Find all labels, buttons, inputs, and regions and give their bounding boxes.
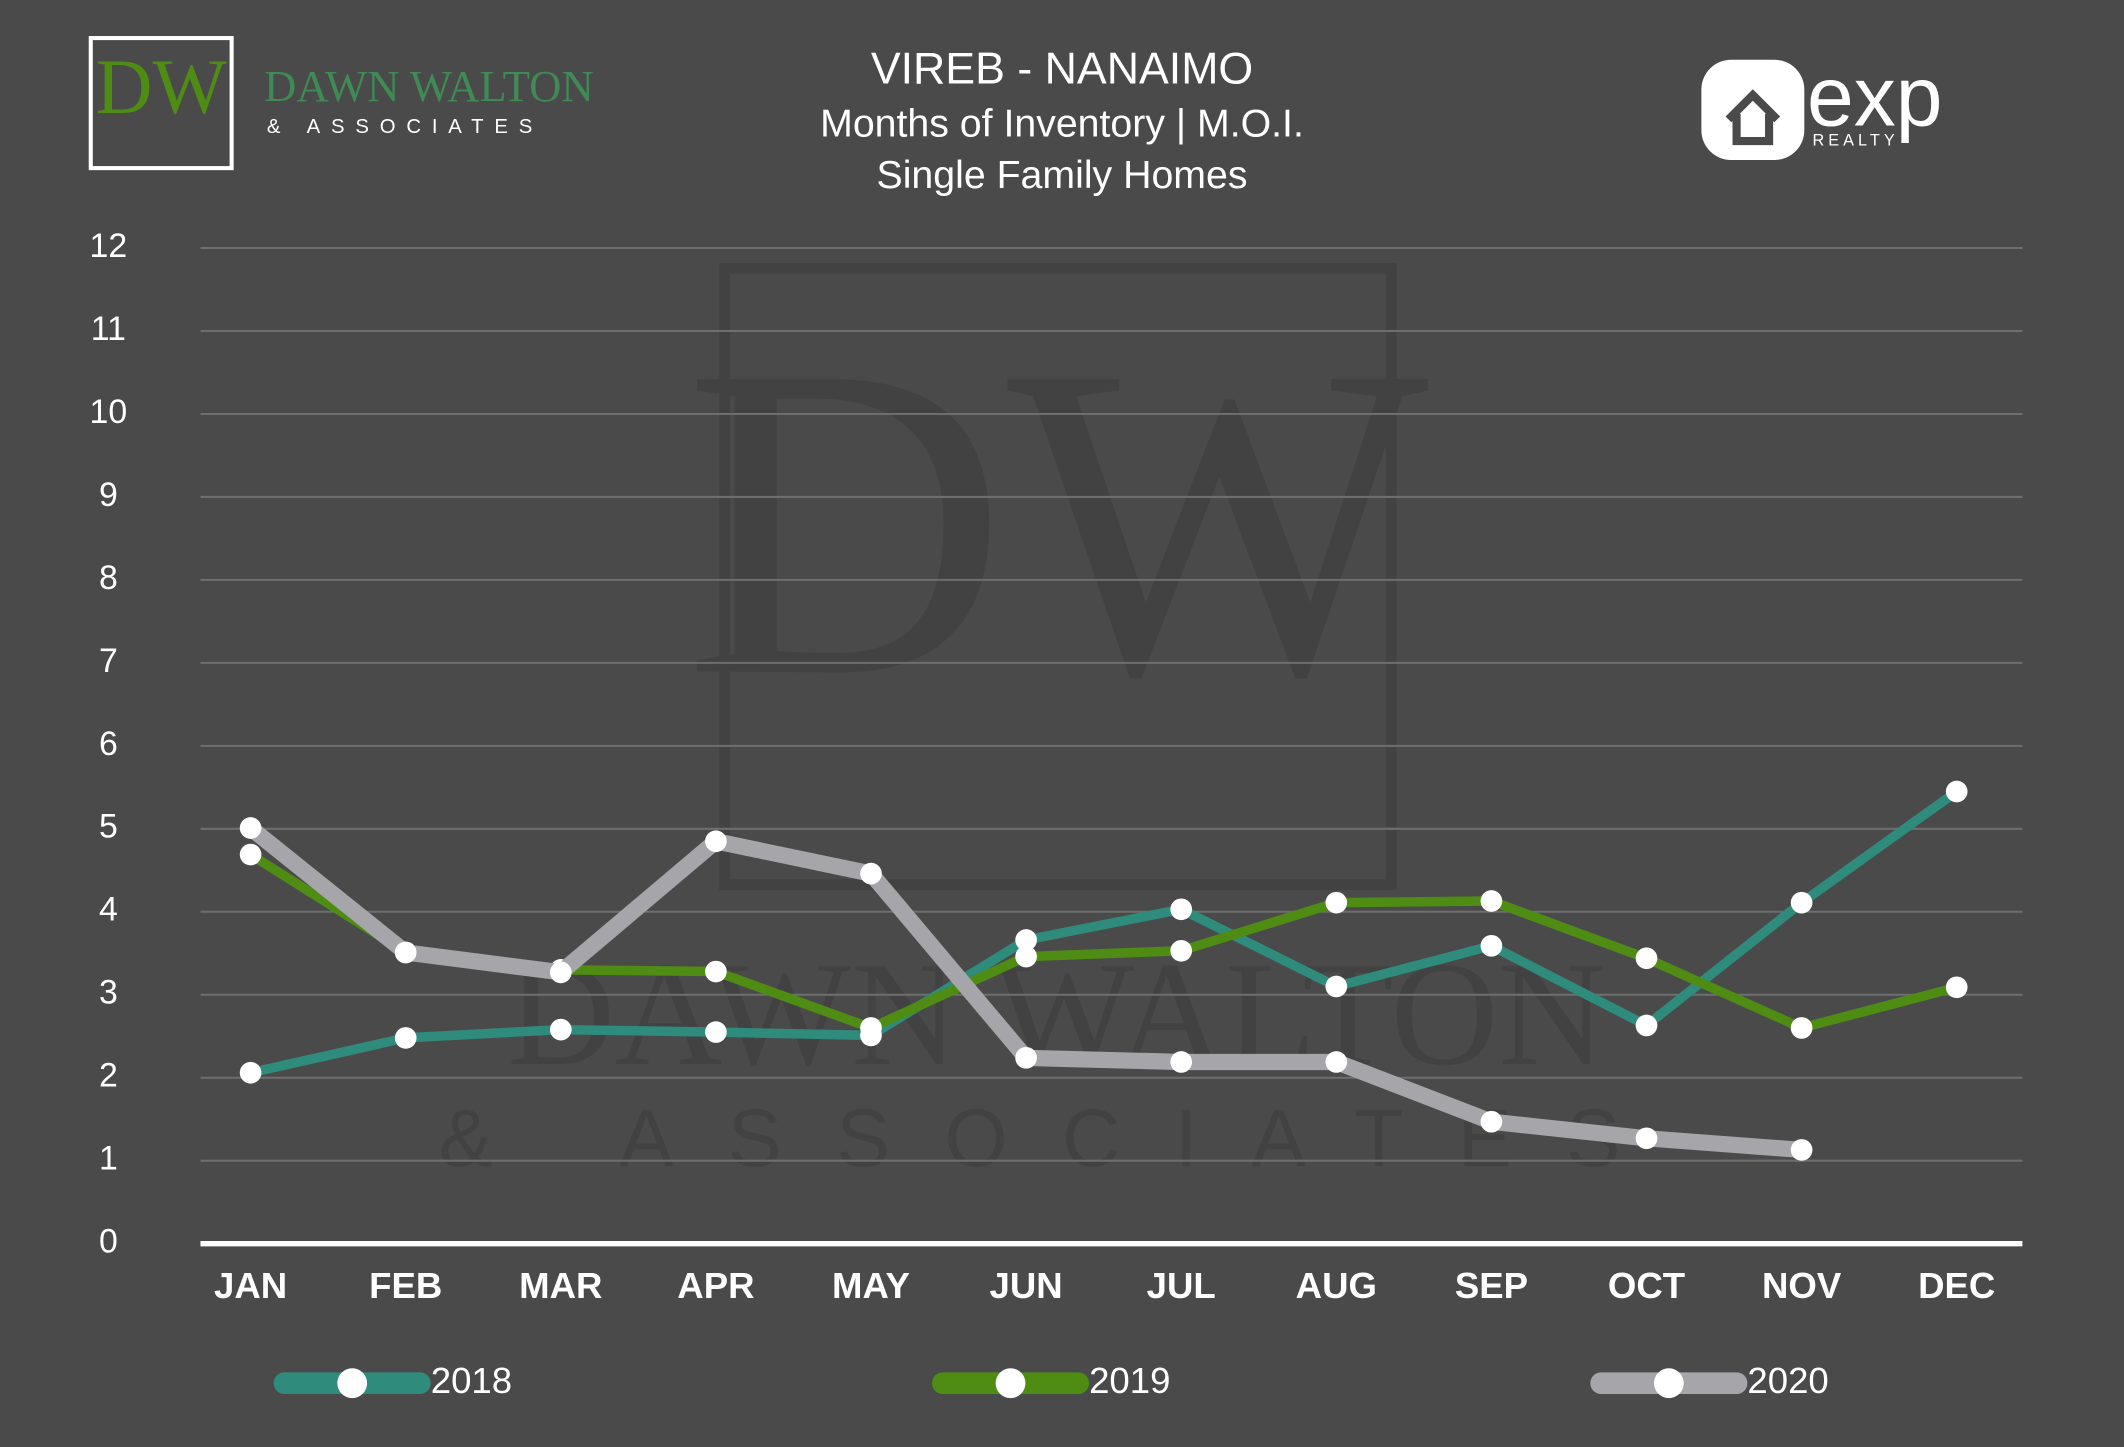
data-point (1480, 890, 1503, 912)
y-tick-label: 10 (90, 393, 128, 431)
data-point (1635, 1127, 1658, 1150)
logo-frame (88, 36, 234, 171)
legend-label: 2020 (1747, 1360, 1828, 1401)
data-point (1945, 976, 1968, 999)
y-tick-label: 0 (99, 1223, 118, 1261)
y-tick-label: 6 (99, 725, 118, 763)
exp-badge (1701, 59, 1805, 160)
y-tick-label: 5 (99, 808, 118, 846)
exp-name: exp (1807, 49, 1942, 143)
y-tick-label: 7 (99, 642, 118, 680)
data-point (239, 843, 262, 866)
data-point (1325, 975, 1348, 998)
series-line (245, 786, 1962, 1078)
data-point (239, 817, 262, 839)
data-point (1015, 929, 1037, 951)
legend-marker (1653, 1368, 1684, 1399)
x-tick-label: MAY (832, 1265, 910, 1306)
chart-subtitle: Single Family Homes (877, 153, 1248, 197)
y-tick-label: 2 (99, 1057, 118, 1095)
data-point (860, 862, 882, 885)
exp-tagline: REALTY (1812, 131, 1898, 149)
y-tick-label: 4 (99, 891, 118, 929)
x-tick-label: SEP (1455, 1265, 1528, 1306)
chart-title: VIREB - NANAIMO (871, 45, 1253, 94)
data-point (1635, 947, 1658, 970)
data-point (1790, 891, 1813, 914)
x-tick-label: JUL (1147, 1265, 1216, 1306)
x-tick-label: OCT (1608, 1265, 1685, 1306)
data-point (1945, 780, 1968, 803)
data-point (549, 961, 572, 984)
x-tick-label: JUN (990, 1265, 1063, 1306)
data-point (1015, 945, 1037, 968)
watermark-tagline: & ASSOCIATES (439, 1093, 1675, 1184)
legend-marker (995, 1368, 1026, 1399)
data-point (394, 1027, 417, 1049)
data-point (1325, 1051, 1348, 1073)
data-point (394, 941, 417, 964)
x-tick-label: NOV (1762, 1265, 1842, 1306)
data-point (1480, 934, 1503, 957)
data-point (1325, 891, 1348, 914)
x-tick-label: FEB (369, 1265, 442, 1306)
data-point (1790, 1139, 1813, 1161)
data-point (1635, 1014, 1658, 1037)
data-point (1170, 1051, 1193, 1073)
chart-subtitle: Months of Inventory | M.O.I. (820, 102, 1304, 146)
data-point (239, 1061, 262, 1084)
data-point (860, 1017, 882, 1039)
legend-marker (337, 1368, 368, 1399)
data-point (1170, 898, 1193, 921)
watermark-mark: DW (684, 274, 1433, 769)
data-point (1480, 1110, 1503, 1133)
watermark: DW DAWN WALTON & ASSOCIATES (439, 262, 1675, 1184)
x-tick-label: DEC (1918, 1265, 1995, 1306)
data-point (549, 1018, 572, 1041)
legend-label: 2018 (431, 1360, 512, 1401)
data-point (1170, 939, 1193, 962)
data-point (705, 830, 727, 853)
y-tick-label: 9 (99, 476, 118, 514)
y-tick-label: 3 (99, 974, 118, 1012)
exp-house (1725, 89, 1781, 146)
y-tick-label: 12 (90, 227, 128, 265)
data-point (705, 1021, 727, 1043)
x-tick-label: APR (677, 1265, 754, 1306)
logo-name: DAWN WALTON (264, 61, 594, 111)
logo-mark: DW (96, 43, 227, 130)
logo-tagline: & ASSOCIATES (267, 116, 543, 138)
x-tick-label: MAR (519, 1265, 602, 1306)
legend-label: 2019 (1089, 1360, 1170, 1401)
data-point (705, 960, 727, 983)
data-point (1015, 1046, 1037, 1069)
y-tick-label: 11 (91, 310, 126, 348)
watermark-frame (719, 262, 1397, 891)
y-tick-label: 8 (99, 559, 118, 597)
x-tick-label: JAN (214, 1265, 287, 1306)
data-point (1790, 1017, 1813, 1039)
y-tick-label: 1 (99, 1140, 118, 1178)
x-tick-label: AUG (1296, 1265, 1377, 1306)
